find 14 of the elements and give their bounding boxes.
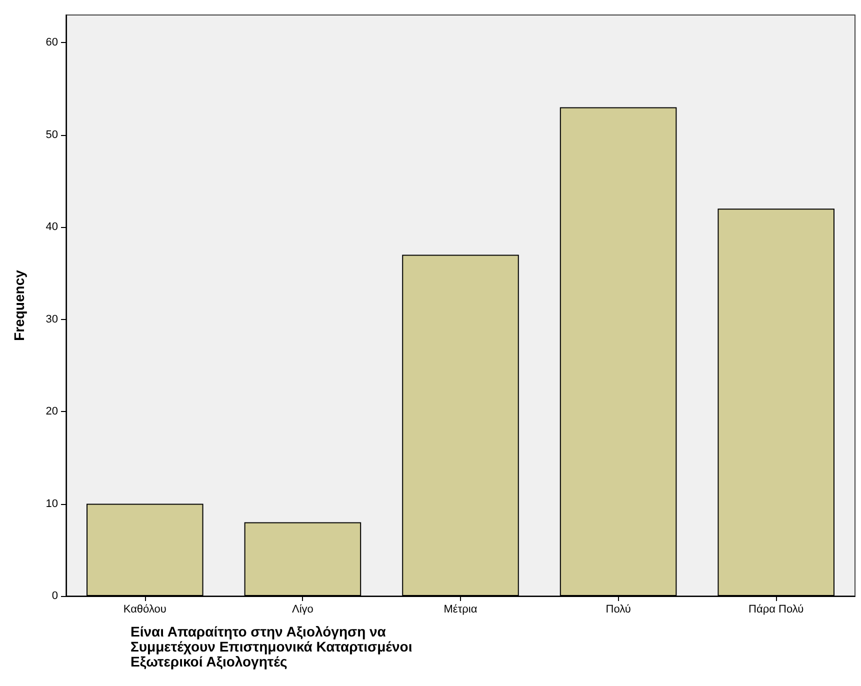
y-axis-title: Frequency <box>11 270 27 341</box>
y-tick-label: 10 <box>46 498 58 510</box>
y-tick-label: 40 <box>46 221 58 234</box>
x-tick-label: Λίγο <box>292 604 314 616</box>
x-tick-label: Πολύ <box>606 604 631 616</box>
y-tick-label: 0 <box>52 590 58 602</box>
y-tick-label: 30 <box>46 313 58 326</box>
y-tick-label: 50 <box>46 128 58 141</box>
x-tick-label: Καθόλου <box>123 604 166 616</box>
x-axis-title: Είναι Απαραίτητο στην Αξιολόγηση να Συμμετέχουν Επιστημονικά Καταρτισμένοι Εξωτερικοί Αξιολογητές <box>130 624 416 670</box>
x-tick-label: Μέτρια <box>444 604 478 616</box>
y-tick-label: 20 <box>46 406 58 418</box>
x-tick-label: Πάρα Πολύ <box>748 604 804 616</box>
y-tick-label: 60 <box>46 36 58 49</box>
